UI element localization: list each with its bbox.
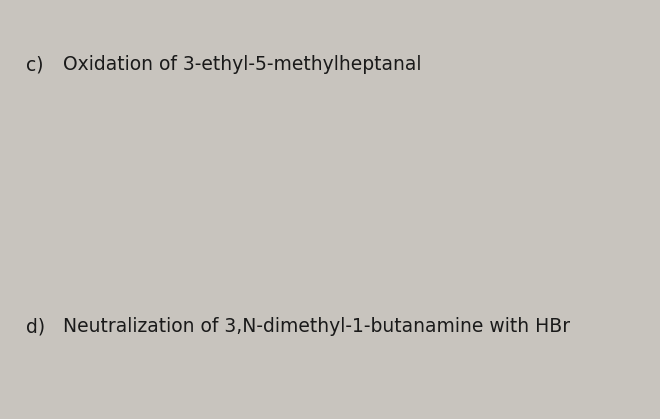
Text: Oxidation of 3-ethyl-5-methylheptanal: Oxidation of 3-ethyl-5-methylheptanal (63, 55, 421, 75)
Text: d): d) (26, 317, 46, 336)
Text: Neutralization of 3,N-dimethyl-1-butanamine with HBr: Neutralization of 3,N-dimethyl-1-butanam… (63, 317, 570, 336)
Text: c): c) (26, 55, 44, 75)
